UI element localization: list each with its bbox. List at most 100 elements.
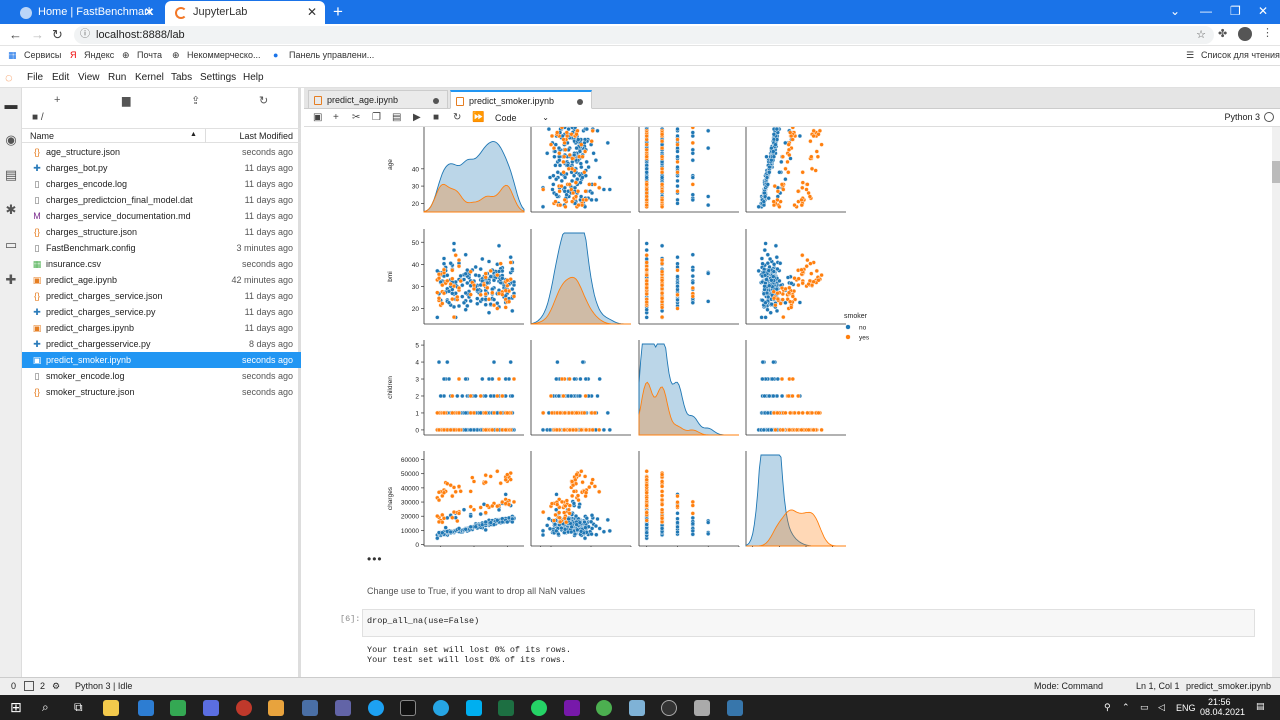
bookmark-mail[interactable]: Почта <box>137 50 162 60</box>
doc-tab-predict-age[interactable]: predict_age.ipynb <box>308 90 448 109</box>
gear-icon[interactable]: ✱ <box>5 202 17 217</box>
bookmark-star-icon[interactable]: ☆ <box>1196 29 1206 41</box>
kernel-count[interactable]: 2 <box>40 681 46 691</box>
kernel-name[interactable]: Python 3 <box>1224 112 1260 122</box>
insert-cell-icon[interactable]: + <box>333 112 339 123</box>
collapsed-output-icon[interactable]: ••• <box>367 552 383 566</box>
language-indicator[interactable]: ENG <box>1176 703 1196 713</box>
file-row[interactable]: ▯ smoker_encode.log seconds ago <box>22 368 301 384</box>
restart-icon[interactable]: ↻ <box>453 112 462 123</box>
volume-icon[interactable]: ◁ <box>1158 702 1165 712</box>
scrollbar-thumb[interactable] <box>1272 161 1280 183</box>
tab-search-icon[interactable]: ⌄ <box>1170 4 1181 18</box>
app-icon[interactable] <box>629 700 645 716</box>
unsaved-dot-icon[interactable] <box>433 98 439 104</box>
people-icon[interactable]: ⚲ <box>1104 702 1111 712</box>
file-row[interactable]: {} charges_structure.json 11 days ago <box>22 224 301 240</box>
menu-tabs[interactable]: Tabs <box>171 72 193 83</box>
folder-icon[interactable]: ■ <box>32 112 39 123</box>
file-row[interactable]: {} predict_charges_service.json 11 days ag… <box>22 288 301 304</box>
reading-list[interactable]: Список для чтения <box>1201 50 1280 60</box>
copy-icon[interactable]: ❐ <box>372 112 381 123</box>
avatar[interactable] <box>1238 27 1252 41</box>
telegram-icon[interactable] <box>433 700 449 716</box>
bookmark-yandex[interactable]: Яндекс <box>84 50 115 60</box>
terminal-count[interactable]: 0 <box>11 681 17 691</box>
maximize-icon[interactable]: ❐ <box>1230 4 1241 18</box>
close-tab-icon[interactable]: ✕ <box>306 5 317 19</box>
clock-time[interactable]: 21:56 <box>1208 697 1231 707</box>
file-row[interactable]: ✚ charges_bot.py 11 days ago <box>22 160 301 176</box>
close-window-icon[interactable]: ✕ <box>1258 4 1269 18</box>
back-icon[interactable]: ← <box>9 27 22 42</box>
browser-menu-icon[interactable]: ⋮ <box>1262 27 1273 39</box>
commands-icon[interactable]: ▤ <box>4 167 18 182</box>
bookmark-panel[interactable]: Панель управлени... <box>289 50 375 60</box>
chrome-icon[interactable] <box>268 700 284 716</box>
bookmark-services[interactable]: Сервисы <box>24 50 62 60</box>
python-icon[interactable] <box>727 700 743 716</box>
network-icon[interactable]: ▭ <box>1140 702 1149 712</box>
menu-settings[interactable]: Settings <box>200 72 237 83</box>
close-tab-icon[interactable]: ✕ <box>143 5 154 19</box>
new-launcher-icon[interactable]: + <box>54 94 61 106</box>
chrome-icon[interactable] <box>596 700 612 716</box>
app-icon[interactable] <box>302 700 318 716</box>
file-row[interactable]: {} smoker_structure.json seconds ago <box>22 384 301 400</box>
browser-tab-home[interactable]: Home | FastBenchmark ✕ <box>10 1 162 24</box>
file-row[interactable]: {} age_structure.json seconds ago <box>22 144 301 160</box>
unsaved-dot-icon[interactable] <box>577 99 583 105</box>
breadcrumb-root[interactable]: / <box>40 112 44 123</box>
menu-edit[interactable]: Edit <box>52 72 70 83</box>
windows-start-icon[interactable]: ⊞ <box>10 699 22 715</box>
file-row[interactable]: ▣ predict_age.ipynb 42 minutes ago <box>22 272 301 288</box>
file-row[interactable]: ✚ predict_chargesservice.py 8 days ago <box>22 336 301 352</box>
terminal-icon[interactable] <box>400 700 416 716</box>
file-row[interactable]: ▣ predict_charges.ipynb 11 days ago <box>22 320 301 336</box>
file-row[interactable]: ▯ FastBenchmark.config 3 minutes ago <box>22 240 301 256</box>
new-folder-icon[interactable]: ▆ <box>122 95 131 107</box>
folder-icon[interactable]: ▬ <box>4 97 18 112</box>
extensions-icon[interactable]: ✤ <box>1218 28 1228 40</box>
mode-status[interactable]: Mode: Command <box>1034 681 1104 691</box>
upload-icon[interactable]: ⇪ <box>191 95 201 107</box>
file-row[interactable]: ▯ charges_predictcion_final_model.dat 11 d… <box>22 192 301 208</box>
notifications-icon[interactable]: ▤ <box>1256 701 1265 711</box>
minimize-icon[interactable]: — <box>1200 4 1212 18</box>
tabs-icon[interactable]: ▭ <box>4 237 18 252</box>
refresh-icon[interactable]: ↻ <box>259 95 269 107</box>
save-icon[interactable]: ▣ <box>313 112 323 123</box>
app-icon[interactable] <box>203 700 219 716</box>
menu-file[interactable]: File <box>27 72 44 83</box>
stop-icon[interactable]: ■ <box>433 112 440 123</box>
run-all-icon[interactable]: ⏩ <box>472 112 485 123</box>
forward-icon[interactable]: → <box>31 27 44 42</box>
column-last-modified[interactable]: Last Modified <box>239 131 293 141</box>
task-view-icon[interactable]: ⧉ <box>74 700 83 714</box>
chrome-icon[interactable] <box>170 700 186 716</box>
skype-icon[interactable] <box>466 700 482 716</box>
chevron-up-icon[interactable]: ⌃ <box>1122 702 1130 712</box>
telegram-icon[interactable] <box>368 700 384 716</box>
explorer-icon[interactable] <box>103 700 119 716</box>
teams-icon[interactable] <box>335 700 351 716</box>
apps-grid-icon[interactable]: ▦ <box>8 50 17 60</box>
running-icon[interactable]: ◉ <box>5 132 17 147</box>
paste-icon[interactable]: ▤ <box>392 112 402 123</box>
menu-kernel[interactable]: Kernel <box>135 72 164 83</box>
browser-tab-jupyterlab[interactable]: JupyterLab ✕ <box>165 1 325 24</box>
app-icon[interactable] <box>661 700 677 716</box>
code-cell-editor[interactable]: drop_all_na(use=False) <box>362 609 1255 637</box>
url-input[interactable]: ⓘ localhost:8888/lab ☆ <box>74 26 1214 44</box>
whatsapp-icon[interactable] <box>531 700 547 716</box>
cell-type-select[interactable]: Code ⌄ <box>495 111 553 125</box>
file-row[interactable]: ▯ charges_encode.log 11 days ago <box>22 176 301 192</box>
extension-icon[interactable]: ✚ <box>5 272 17 287</box>
doc-tab-predict-smoker[interactable]: predict_smoker.ipynb <box>450 90 592 109</box>
file-row[interactable]: ✚ predict_charges_service.py 11 days ago <box>22 304 301 320</box>
excel-icon[interactable] <box>498 700 514 716</box>
kernel-status[interactable]: Python 3 | Idle <box>75 681 133 691</box>
new-tab-icon[interactable]: + <box>333 2 343 21</box>
app-icon[interactable] <box>236 700 252 716</box>
